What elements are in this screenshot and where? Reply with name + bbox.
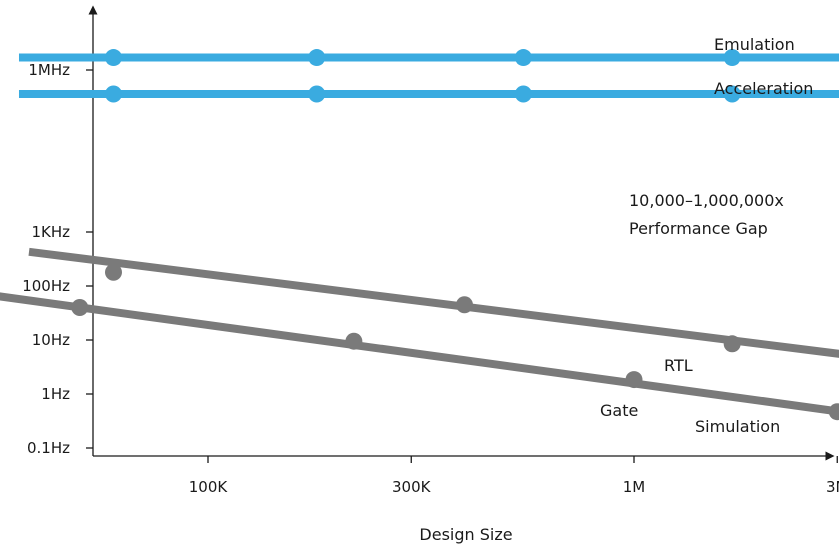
x-axis-title: Design Size <box>419 525 512 544</box>
data-point-emulation <box>104 49 122 67</box>
y-tick-label: 1Hz <box>41 385 70 403</box>
series-emulation <box>18 49 839 67</box>
data-point-acceleration <box>308 85 326 103</box>
axes <box>88 5 835 461</box>
series-label-gate: Gate <box>600 401 638 420</box>
data-point-gate <box>71 298 89 316</box>
series-line-gate <box>0 292 839 416</box>
series-line-rtl <box>28 247 839 358</box>
y-tick-label: 10Hz <box>32 331 70 349</box>
data-point-gate <box>625 371 643 389</box>
data-point-emulation <box>308 49 326 67</box>
y-ticks: 0.1Hz 1Hz 10Hz 100Hz 1KHz 1MHz <box>22 61 93 457</box>
data-point-rtl <box>723 335 741 353</box>
series-label-acceleration: Acceleration <box>714 79 813 98</box>
data-point-acceleration <box>514 85 532 103</box>
x-tick-label: 100K <box>189 478 229 496</box>
y-tick-label: 1KHz <box>31 223 70 241</box>
series-labels: Emulation Acceleration RTL Gate Simulati… <box>600 35 813 436</box>
x-tick-label: 3M <box>826 478 839 496</box>
x-tick-label: 300K <box>392 478 432 496</box>
data-point-gate <box>828 403 839 421</box>
y-tick-label: 0.1Hz <box>27 439 70 457</box>
data-point-gate <box>345 332 363 350</box>
series-acceleration <box>18 85 839 103</box>
y-tick-label: 100Hz <box>22 277 70 295</box>
series-label-simulation: Simulation <box>695 417 780 436</box>
x-tick-label: 1M <box>623 478 646 496</box>
x-ticks: 100K300K1M3M10M30M <box>189 456 839 496</box>
series-layer <box>0 49 839 421</box>
series-gate <box>0 292 839 421</box>
y-tick-label: 1MHz <box>28 61 70 79</box>
data-point-emulation <box>723 49 741 67</box>
data-point-rtl <box>455 296 473 314</box>
data-point-rtl <box>104 263 122 281</box>
data-point-emulation <box>514 49 532 67</box>
series-label-rtl: RTL <box>664 356 693 375</box>
data-point-acceleration <box>104 85 122 103</box>
annotation-layer: 10,000–1,000,000x Performance Gap <box>629 191 784 238</box>
series-label-emulation: Emulation <box>714 35 795 54</box>
performance-gap-label-line1: 10,000–1,000,000x <box>629 191 784 210</box>
data-point-acceleration <box>723 85 741 103</box>
performance-gap-label-line2: Performance Gap <box>629 219 768 238</box>
series-rtl <box>28 247 839 358</box>
